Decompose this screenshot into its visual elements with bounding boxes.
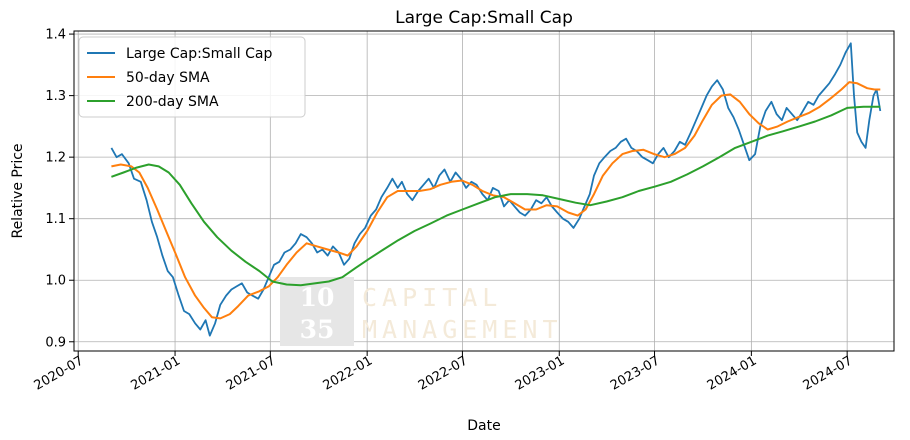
y-tick-label: 0.9 xyxy=(45,335,66,350)
legend-label-50day: 50-day SMA xyxy=(126,70,210,86)
series-line-200day xyxy=(111,105,881,287)
legend-label-200day: 200-day SMA xyxy=(126,94,219,110)
watermark-line1: CAPITAL xyxy=(362,283,502,312)
watermark-logo-box xyxy=(280,277,354,346)
series-layer xyxy=(110,42,882,337)
watermark-logo-bottom: 35 xyxy=(300,315,335,344)
series-line-large-small xyxy=(110,42,882,337)
plot-frame xyxy=(73,30,895,352)
legend-box xyxy=(78,36,306,118)
legend: Large Cap:Small Cap 50-day SMA 200-day S… xyxy=(78,36,306,118)
y-tick-label: 1.2 xyxy=(45,151,66,166)
watermark-line2: MANAGEMENT xyxy=(362,315,563,344)
watermark-logo-top: 10 xyxy=(300,283,335,312)
legend-label-large-small: Large Cap:Small Cap xyxy=(126,46,272,62)
gridlines xyxy=(74,31,894,351)
y-tick-label: 1.0 xyxy=(45,274,66,289)
y-tick-label: 1.1 xyxy=(45,212,66,227)
y-tick-label: 1.3 xyxy=(45,89,66,104)
x-axis-title: Date xyxy=(467,418,500,434)
y-axis: 0.9 1.0 1.1 1.2 1.3 1.4 xyxy=(45,28,74,350)
y-tick-label: 1.4 xyxy=(45,28,66,43)
chart-title: Large Cap:Small Cap xyxy=(395,8,573,28)
watermark: 10 35 CAPITAL MANAGEMENT xyxy=(280,277,563,346)
y-axis-title: Relative Price xyxy=(10,143,26,238)
